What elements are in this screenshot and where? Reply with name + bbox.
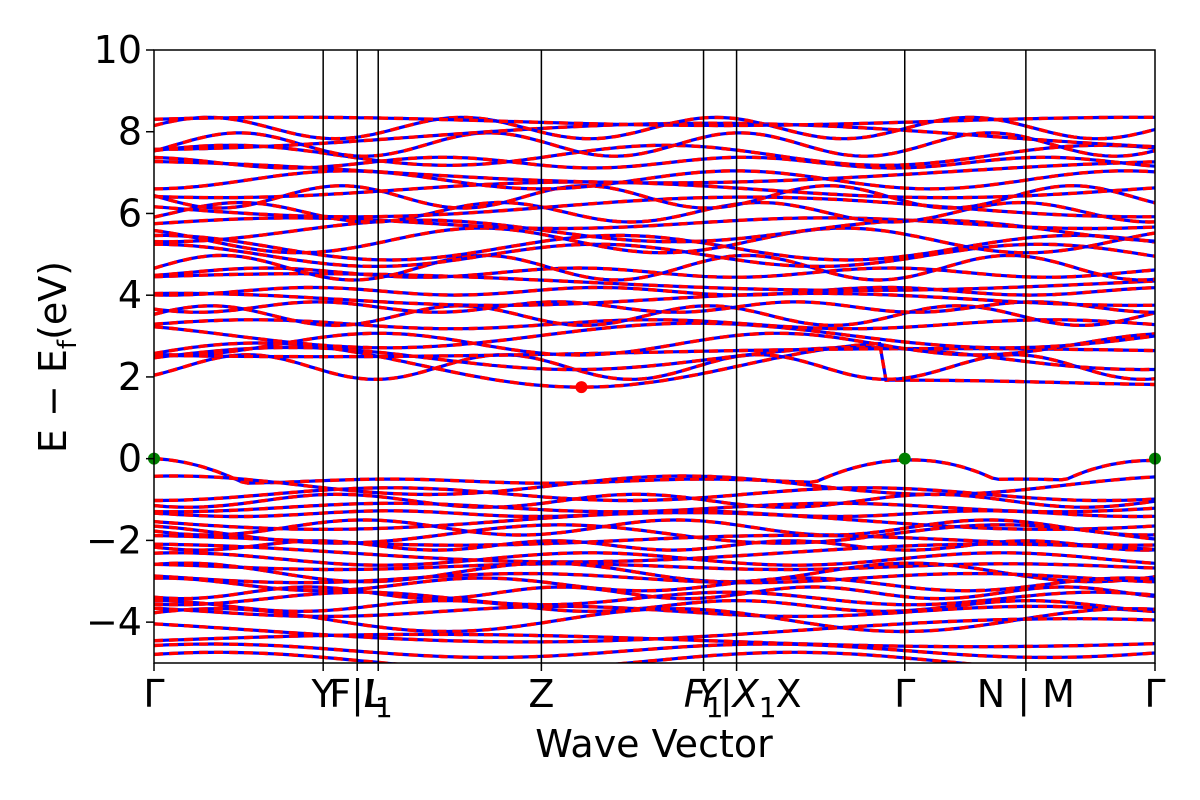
band-line-43-dashed: [154, 218, 1155, 244]
plot-frame: [153, 49, 1156, 664]
band-line-19-dashed: [154, 590, 1155, 607]
band-line-28-dashed: [154, 345, 1155, 372]
y-tick-label: 4: [118, 273, 142, 317]
band-line-38-dashed: [154, 266, 1155, 279]
band-line-52-solid: [154, 143, 1155, 167]
band-line-17-dashed: [154, 576, 1155, 593]
band-line-34-dashed: [154, 300, 1155, 314]
y-tick-label: −4: [86, 600, 142, 644]
band-line-33-dashed: [154, 304, 1155, 328]
y-axis-title-main: E − E: [31, 349, 75, 453]
band-line-2-dashed: [154, 474, 1155, 497]
y-axis-ticks: 10 8 6 4 2 0 −2 −4: [86, 28, 154, 644]
band-line-11-dashed: [154, 539, 1155, 552]
band-line-37-dashed: [154, 272, 1155, 293]
y-tick-label: 2: [118, 355, 142, 399]
band-line-4-dashed: [154, 492, 1155, 509]
band-line-36-dashed: [154, 285, 1155, 297]
band-line-35-dashed: [154, 291, 1155, 308]
band-line-30-dashed: [154, 331, 1155, 357]
band-line-49-dashed: [154, 169, 1155, 191]
band-line-14-dashed: [154, 562, 1155, 572]
x-tick-label: Y|X1: [697, 672, 777, 724]
band-line-7-dashed: [154, 510, 1155, 531]
y-tick-label: 6: [118, 191, 142, 235]
band-extrema-markers: [148, 381, 1161, 465]
x-tick-label: Γ: [1144, 672, 1165, 716]
x-tick-label: I1: [364, 672, 393, 724]
band-line-27-dashed: [154, 352, 1155, 382]
band-line-13-dashed: [154, 551, 1155, 567]
band-line-20-dashed: [154, 598, 1155, 614]
x-tick-label: F|L: [329, 672, 385, 717]
band-line-52-dashed: [154, 143, 1155, 167]
band-line-53-dashed: [154, 131, 1155, 158]
y-tick-label: −2: [86, 518, 142, 562]
band-line-31-dashed: [154, 321, 1155, 350]
band-line-32-dashed: [154, 318, 1155, 331]
y-axis-title-sub: f: [53, 339, 83, 349]
band-line-51-dashed: [154, 155, 1155, 170]
band-line-8-dashed: [154, 518, 1155, 537]
y-tick-label: 8: [118, 110, 142, 154]
y-tick-label: 10: [94, 28, 142, 72]
band-line-29-dashed: [154, 346, 1155, 359]
x-axis-ticks: Γ YF|LI1 Z F1Y|X1 Γ N | M Γ X: [143, 663, 1166, 724]
band-line-40-dashed: [154, 242, 1155, 269]
x-axis-title: Wave Vector: [535, 722, 773, 766]
band-line-0-dashed: [154, 457, 1155, 485]
y-tick-label: 0: [118, 437, 142, 481]
x-tick-label: Z: [528, 672, 554, 716]
band-line-42-dashed: [154, 226, 1155, 255]
x-tick-label: Γ: [143, 672, 164, 716]
band-line-47-dashed: [154, 183, 1155, 210]
y-axis-title-unit: (eV): [31, 261, 75, 340]
band-line-39-dashed: [154, 253, 1155, 282]
band-line-16-dashed: [154, 571, 1155, 585]
band-line-3-dashed: [154, 486, 1155, 503]
conduction-band-min-marker: [575, 381, 588, 394]
x-tick-label: Y: [311, 672, 336, 716]
valence-band-max-marker: [898, 452, 911, 465]
x-tick-label: Γ: [894, 672, 915, 716]
band-line-56-dashed: [154, 115, 1155, 128]
band-lines: [154, 115, 1155, 663]
x-tick-label-extra: X: [776, 672, 802, 716]
band-line-22-dashed: [154, 607, 1155, 634]
band-line-25-dashed: [154, 642, 1155, 660]
band-line-41-dashed: [154, 233, 1155, 262]
band-line-24-dashed: [154, 632, 1155, 649]
band-line-15-dashed: [154, 561, 1155, 584]
band-line-26-dashed: [154, 650, 979, 663]
band-line-12-dashed: [154, 542, 1155, 564]
x-tick-label: F1: [684, 672, 724, 724]
high-symmetry-lines: [322, 50, 1027, 663]
y-axis-title: E − Ef(eV): [31, 261, 83, 453]
x-tick-label: N | M: [977, 672, 1075, 717]
